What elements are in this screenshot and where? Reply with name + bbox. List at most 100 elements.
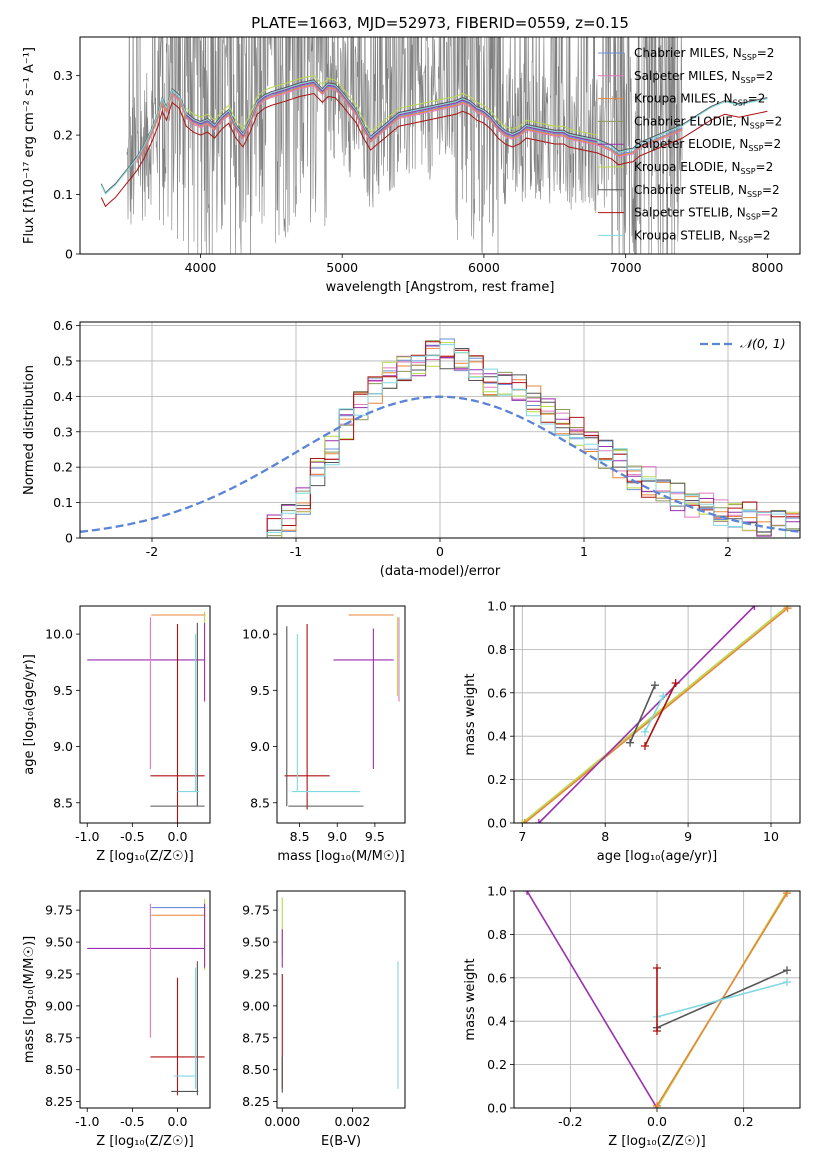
x-tick-label: 4000	[185, 260, 217, 275]
y-tick-label: 9.75	[45, 903, 73, 918]
weight-marker	[534, 819, 543, 823]
weight-marker	[626, 738, 635, 747]
y-tick-label: 9.00	[242, 998, 270, 1013]
x-tick-label: 2	[724, 544, 732, 559]
x-axis-label: Z [log₁₀(Z/Z☉)]	[608, 1134, 705, 1149]
x-tick-label: 8.5	[290, 829, 310, 844]
x-tick-label: -0.2	[558, 1114, 582, 1129]
weight-line-kroupa-stelib	[656, 981, 788, 1018]
x-tick-label: 9.0	[327, 829, 347, 844]
y-tick-label: 9.25	[242, 966, 270, 981]
model-line-salpeter-stelib	[100, 92, 768, 208]
spectrum-plot	[100, 37, 768, 254]
weight-line-salpeter-stelib	[644, 682, 677, 747]
axes-frame	[79, 890, 211, 1109]
plot-area	[277, 891, 405, 1108]
model-line-kroupa-stelib	[100, 80, 768, 195]
y-tick-label: 9.25	[45, 966, 73, 981]
histogram-salpeter-elodie	[224, 345, 800, 538]
x-tick-label: 0.000	[264, 1114, 300, 1129]
x-axis-label: age [log₁₀(age/yr)]	[597, 849, 718, 864]
mass-vs-EBV-plot	[281, 897, 399, 1093]
axes-frame	[79, 36, 801, 255]
y-tick-label: 0.4	[487, 729, 507, 744]
weight-marker	[518, 819, 527, 823]
y-tick-label: 8.75	[242, 1030, 270, 1045]
y-tick-label: 0.1	[53, 495, 73, 510]
y-tick-label: 0.5	[53, 353, 73, 368]
y-tick-label: 0.2	[53, 460, 73, 475]
x-tick-label: -0.5	[120, 829, 144, 844]
model-line-chabrier-miles	[136, 82, 683, 161]
x-tick-label: 8	[601, 829, 609, 844]
legend-label: Kroupa STELIB, NSSP=2	[634, 228, 771, 244]
data-spectrum-line	[126, 37, 683, 254]
y-tick-label: 1.0	[487, 599, 507, 614]
legend-label: Salpeter STELIB, NSSP=2	[634, 206, 778, 222]
weight-marker	[783, 978, 791, 987]
weight-line-kroupa-elodie	[521, 606, 789, 823]
y-tick-label: 0.8	[487, 642, 507, 657]
y-tick-label: 0.6	[487, 685, 507, 700]
x-tick-label: 0	[436, 544, 444, 559]
plot-area	[80, 606, 210, 823]
legend-label: Salpeter ELODIE, NSSP=2	[634, 137, 781, 153]
y-tick-label: 8.75	[45, 1030, 73, 1045]
axes-frame	[79, 605, 211, 824]
weight-marker	[783, 891, 791, 898]
y-tick-label: 10.0	[45, 627, 73, 642]
legend-label: Kroupa ELODIE, NSSP=2	[634, 160, 773, 176]
spectrum-legend: Chabrier MILES, NSSP=2 Salpeter MILES, NS…	[598, 46, 782, 244]
y-tick-label: 0.2	[487, 772, 507, 787]
x-axis-label: Z [log₁₀(Z/Z☉)]	[96, 1134, 193, 1149]
residual-legend: 𝒩(0, 1)	[700, 336, 786, 351]
model-line-kroupa-elodie	[185, 75, 598, 136]
plot-area	[80, 891, 210, 1108]
weight-marker	[640, 741, 649, 750]
spectrum-axes: 4000 5000 6000 7000 8000 0 0.1 0.2 0.3 wavelength…	[22, 36, 801, 295]
y-tick-label: 8.25	[45, 1094, 73, 1109]
y-tick-label: 9.0	[53, 739, 73, 754]
legend-label: Chabrier STELIB, NSSP=2	[634, 183, 780, 199]
model-line-chabrier-stelib	[100, 79, 768, 194]
plot-area	[277, 606, 405, 823]
legend-label: Chabrier MILES, NSSP=2	[634, 46, 774, 62]
x-tick-label: -1.0	[75, 829, 99, 844]
x-tick-label: 1	[580, 544, 588, 559]
figure-title: PLATE=1663, MJD=52973, FIBERID=0559, z=0…	[251, 14, 629, 32]
y-tick-label: 8.50	[242, 1062, 270, 1077]
x-tick-label: 5000	[326, 260, 358, 275]
x-tick-label: 7	[518, 829, 526, 844]
weight-marker	[750, 606, 759, 610]
y-tick-label: 9.5	[250, 683, 270, 698]
mass-weight-vs-Z-plot	[523, 891, 791, 1108]
x-tick-label: 0.0	[647, 1114, 667, 1129]
weight-marker	[783, 606, 792, 613]
weight-line-chabrier-stelib	[629, 684, 656, 744]
x-tick-label: 7000	[610, 260, 642, 275]
x-axis-label: E(B-V)	[321, 1134, 361, 1149]
y-axis-label: Normed distribution	[22, 365, 37, 495]
y-tick-label: 10.0	[242, 627, 270, 642]
y-tick-label: 0.4	[53, 389, 73, 404]
residuals-axes: -2 -1 0 1 2 0 0.1 0.2 0.3 0.4 0.5 0.6 (data-model)/e…	[22, 318, 801, 579]
y-tick-label: 9.50	[242, 935, 270, 950]
weight-line-salpeter-elodie	[526, 891, 658, 1108]
weight-marker	[650, 681, 659, 690]
y-tick-label: 0.8	[487, 927, 507, 942]
y-tick-label: 0.0	[487, 816, 507, 831]
y-axis-label: age [log₁₀(age/yr)]	[22, 654, 37, 775]
age-vs-Z-plot	[87, 611, 206, 823]
weight-line-kroupa-miles	[524, 607, 789, 823]
y-tick-label: 9.5	[53, 683, 73, 698]
model-line-salpeter-miles	[136, 85, 683, 164]
y-axis-label: mass [log₁₀(M/M☉)]	[22, 936, 37, 1063]
axes-frame	[276, 890, 406, 1109]
x-tick-label: -1	[290, 544, 302, 559]
x-tick-label: 6000	[468, 260, 500, 275]
y-tick-label: 1.0	[487, 884, 507, 899]
y-tick-label: 0.4	[487, 1014, 507, 1029]
y-tick-label: 8.25	[242, 1094, 270, 1109]
x-tick-label: 0.0	[168, 1114, 188, 1129]
